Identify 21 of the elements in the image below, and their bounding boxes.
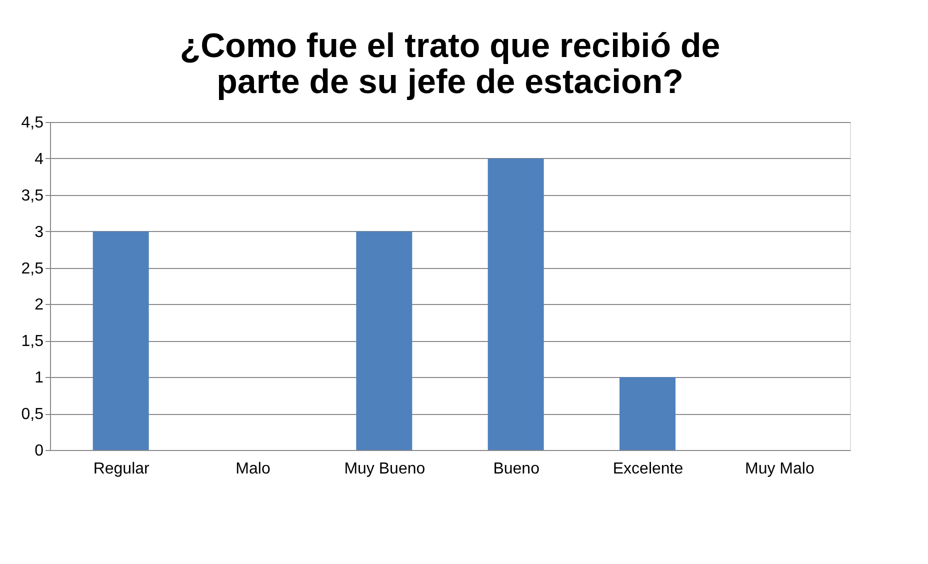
- y-tick-label: 0: [34, 442, 44, 460]
- y-tick-label: 1,5: [21, 333, 44, 350]
- x-tick-label: Excelente: [612, 460, 684, 478]
- y-tick-label: 3: [34, 224, 44, 241]
- bar: [92, 231, 149, 450]
- y-tick-label: 4: [34, 150, 44, 168]
- y-tick-label: 4,5: [21, 114, 44, 132]
- x-tick-label: Regular: [93, 460, 150, 478]
- chart-title: ¿Como fue el trato que recibió de parte de su jefe de estacion?: [180, 27, 720, 101]
- x-tick-label: Malo: [236, 460, 270, 478]
- bar: [488, 158, 544, 450]
- x-tick-label: Muy Malo: [744, 460, 814, 478]
- y-tick-label: 2: [34, 296, 44, 314]
- y-tick-label: 1: [34, 370, 44, 387]
- bar: [620, 377, 676, 450]
- y-tick-label: 3,5: [21, 187, 44, 204]
- bar: [356, 231, 412, 450]
- y-tick-label: 2,5: [21, 260, 44, 278]
- y-tick-label: 0,5: [21, 406, 44, 424]
- x-tick-label: Bueno: [493, 460, 540, 478]
- x-tick-label: Muy Bueno: [344, 460, 426, 478]
